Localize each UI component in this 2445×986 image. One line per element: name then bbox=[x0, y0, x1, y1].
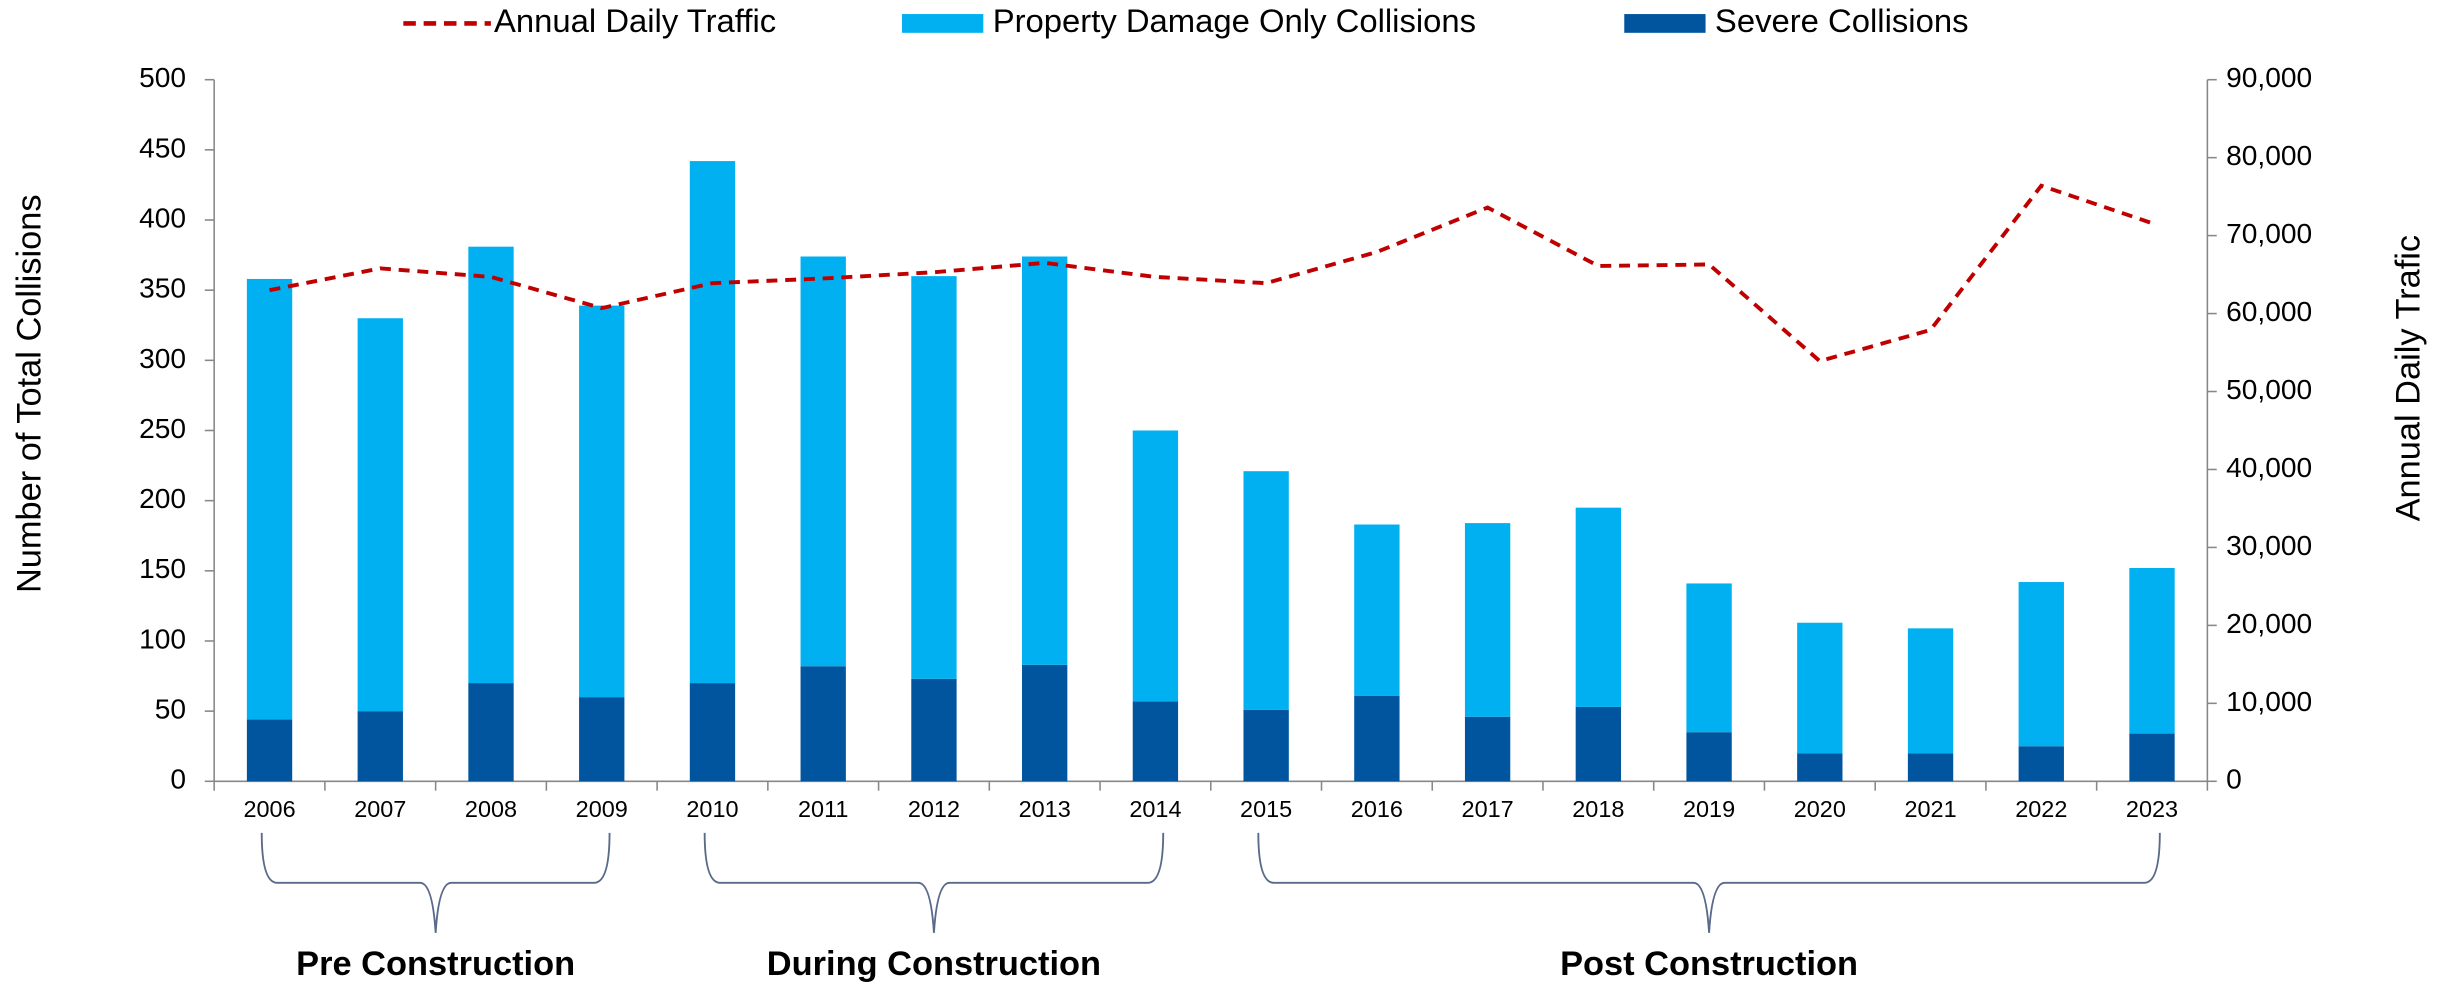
line bbox=[269, 183, 2153, 364]
bar-segment bbox=[246, 719, 293, 782]
y2-tick-label: 40,000 bbox=[2226, 452, 2312, 483]
legend-swatch bbox=[902, 14, 984, 33]
bar-segment bbox=[1797, 753, 1843, 782]
legend-swatch bbox=[1624, 14, 1706, 33]
y2-tick-label: 60,000 bbox=[2226, 296, 2312, 327]
x-tick-label: 2020 bbox=[1794, 796, 1846, 822]
y2-tick-label: 70,000 bbox=[2226, 218, 2312, 249]
x-tick-label: 2019 bbox=[1683, 796, 1735, 822]
bar-segment bbox=[1022, 664, 1068, 782]
x-tick-label: 2009 bbox=[576, 796, 628, 822]
bar-segment bbox=[911, 678, 957, 782]
x-tick-label: 2010 bbox=[686, 796, 738, 822]
y-tick-label: 300 bbox=[139, 343, 186, 374]
y-tick-label: 450 bbox=[139, 132, 186, 163]
bar-segment bbox=[2018, 582, 2064, 747]
y2-tick-label: 50,000 bbox=[2226, 374, 2312, 405]
y-tick-label: 350 bbox=[139, 273, 186, 304]
phase-label: Post Construction bbox=[1560, 945, 1858, 983]
y2-axis-label: Annual Daily Trafic bbox=[2390, 235, 2428, 522]
x-tick-label: 2014 bbox=[1129, 796, 1181, 822]
x-tick-label: 2016 bbox=[1351, 796, 1403, 822]
x-tick-label: 2015 bbox=[1240, 796, 1292, 822]
bar-segment bbox=[1686, 732, 1732, 782]
bar-segment bbox=[1907, 628, 1954, 754]
legend-label: Severe Collisions bbox=[1715, 2, 1969, 39]
phase-label: Pre Construction bbox=[296, 945, 575, 983]
legend-label: Property Damage Only Collisions bbox=[993, 2, 1476, 39]
bar-segment bbox=[1022, 256, 1068, 665]
bar-segment bbox=[689, 683, 736, 782]
bar-segment bbox=[468, 246, 514, 684]
x-tick-label: 2017 bbox=[1462, 796, 1514, 822]
bar-segment bbox=[579, 697, 625, 782]
bar-segment bbox=[1575, 507, 1622, 707]
bar-segment bbox=[1464, 523, 1511, 717]
x-tick-label: 2008 bbox=[465, 796, 517, 822]
phase-label: During Construction bbox=[767, 945, 1101, 983]
bar-segment bbox=[1243, 471, 1289, 710]
y-tick-label: 250 bbox=[139, 413, 186, 444]
bar-segment bbox=[1797, 622, 1843, 754]
y-tick-label: 400 bbox=[139, 202, 186, 233]
y2-tick-label: 80,000 bbox=[2226, 140, 2312, 171]
bar-segment bbox=[1907, 753, 1954, 782]
bar-segment bbox=[579, 305, 625, 698]
bar-segment bbox=[1464, 716, 1511, 782]
bar-segment bbox=[1132, 701, 1179, 782]
x-tick-label: 2021 bbox=[1904, 796, 1956, 822]
x-tick-label: 2011 bbox=[798, 796, 848, 822]
bar-segment bbox=[689, 161, 736, 684]
y-tick-label: 150 bbox=[139, 553, 186, 584]
bar-segment bbox=[800, 666, 846, 782]
y2-tick-label: 10,000 bbox=[2226, 686, 2312, 717]
phase-brace bbox=[1257, 832, 2161, 933]
x-tick-label: 2018 bbox=[1572, 796, 1624, 822]
legend-label: Annual Daily Traffic bbox=[494, 2, 776, 39]
phase-brace bbox=[260, 832, 611, 933]
y-tick-label: 0 bbox=[170, 764, 186, 795]
bar-segment bbox=[2018, 746, 2064, 782]
bar-segment bbox=[1686, 583, 1732, 733]
bar-segment bbox=[1354, 524, 1400, 696]
y2-tick-label: 30,000 bbox=[2226, 530, 2312, 561]
x-tick-label: 2007 bbox=[354, 796, 406, 822]
bar-segment bbox=[246, 278, 293, 720]
y2-tick-label: 90,000 bbox=[2226, 62, 2312, 93]
y2-tick-label: 0 bbox=[2226, 764, 2242, 795]
bar-segment bbox=[2129, 733, 2175, 782]
y-tick-label: 200 bbox=[139, 483, 186, 514]
phase-brace bbox=[703, 832, 1165, 933]
x-tick-label: 2023 bbox=[2126, 796, 2178, 822]
y2-tick-label: 20,000 bbox=[2226, 608, 2312, 639]
bar-segment bbox=[911, 276, 957, 679]
x-tick-label: 2013 bbox=[1019, 796, 1071, 822]
bar-segment bbox=[1132, 430, 1179, 702]
bar-segment bbox=[1354, 695, 1400, 782]
y-tick-label: 50 bbox=[155, 694, 186, 725]
bar-segment bbox=[357, 711, 403, 782]
y-tick-label: 100 bbox=[139, 623, 186, 654]
bar-segment bbox=[800, 256, 846, 667]
bar-segment bbox=[1575, 706, 1622, 782]
y-axis-label: Number of Total Collisions bbox=[10, 194, 48, 593]
bar-segment bbox=[1243, 709, 1289, 782]
x-tick-label: 2012 bbox=[908, 796, 960, 822]
bar-segment bbox=[357, 318, 403, 712]
x-tick-label: 2022 bbox=[2015, 796, 2067, 822]
bar-segment bbox=[2129, 568, 2175, 734]
y-tick-label: 500 bbox=[139, 62, 186, 93]
x-tick-label: 2006 bbox=[243, 796, 295, 822]
bar-segment bbox=[468, 683, 514, 782]
